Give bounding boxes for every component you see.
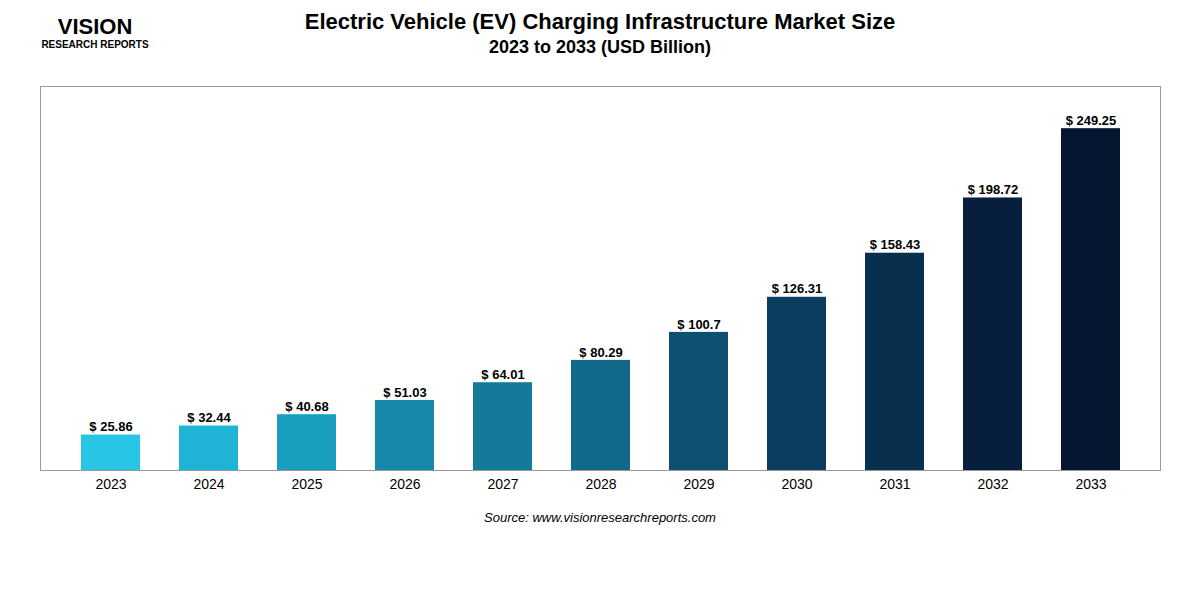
html-text:Electric Vehicle (EV) Charging: Electric Vehicle (EV) Charging Infrastru… bbox=[304, 9, 896, 34]
svg-text:2023: 2023 bbox=[95, 476, 126, 492]
svg-text:2024: 2024 bbox=[193, 476, 224, 492]
svg-text:$ 40.68: $ 40.68 bbox=[285, 399, 328, 414]
svg-text:2029: 2029 bbox=[683, 476, 714, 492]
svg-text:$ 249.25: $ 249.25 bbox=[1066, 113, 1117, 128]
svg-text:$ 100.7: $ 100.7 bbox=[677, 317, 720, 332]
svg-text:$ 32.44: $ 32.44 bbox=[187, 410, 231, 425]
html-text:VISION: VISION bbox=[57, 13, 133, 39]
svg-text:2031: 2031 bbox=[879, 476, 910, 492]
svg-text:2027: 2027 bbox=[487, 476, 518, 492]
svg-text:$ 25.86: $ 25.86 bbox=[89, 419, 132, 434]
html-text:Source: www.visionresearchrepo: Source: www.visionresearchreports.com bbox=[484, 510, 716, 525]
html-text:2023 to 2033 (USD Billion): 2023 to 2033 (USD Billion) bbox=[489, 36, 711, 57]
svg-text:$ 198.72: $ 198.72 bbox=[968, 182, 1019, 197]
svg-text:$ 64.01: $ 64.01 bbox=[481, 367, 524, 382]
svg-text:2025: 2025 bbox=[291, 476, 322, 492]
svg-text:$ 80.29: $ 80.29 bbox=[579, 345, 622, 360]
svg-text:$ 158.43: $ 158.43 bbox=[870, 237, 921, 252]
svg-text:2028: 2028 bbox=[585, 476, 616, 492]
svg-text:2030: 2030 bbox=[781, 476, 812, 492]
html-text:RESEARCH REPORTS: RESEARCH REPORTS bbox=[41, 39, 149, 51]
svg-text:2026: 2026 bbox=[389, 476, 420, 492]
svg-text:2032: 2032 bbox=[977, 476, 1008, 492]
svg-text:$ 51.03: $ 51.03 bbox=[383, 385, 426, 400]
svg-text:2033: 2033 bbox=[1075, 476, 1106, 492]
svg-text:$ 126.31: $ 126.31 bbox=[772, 281, 823, 296]
